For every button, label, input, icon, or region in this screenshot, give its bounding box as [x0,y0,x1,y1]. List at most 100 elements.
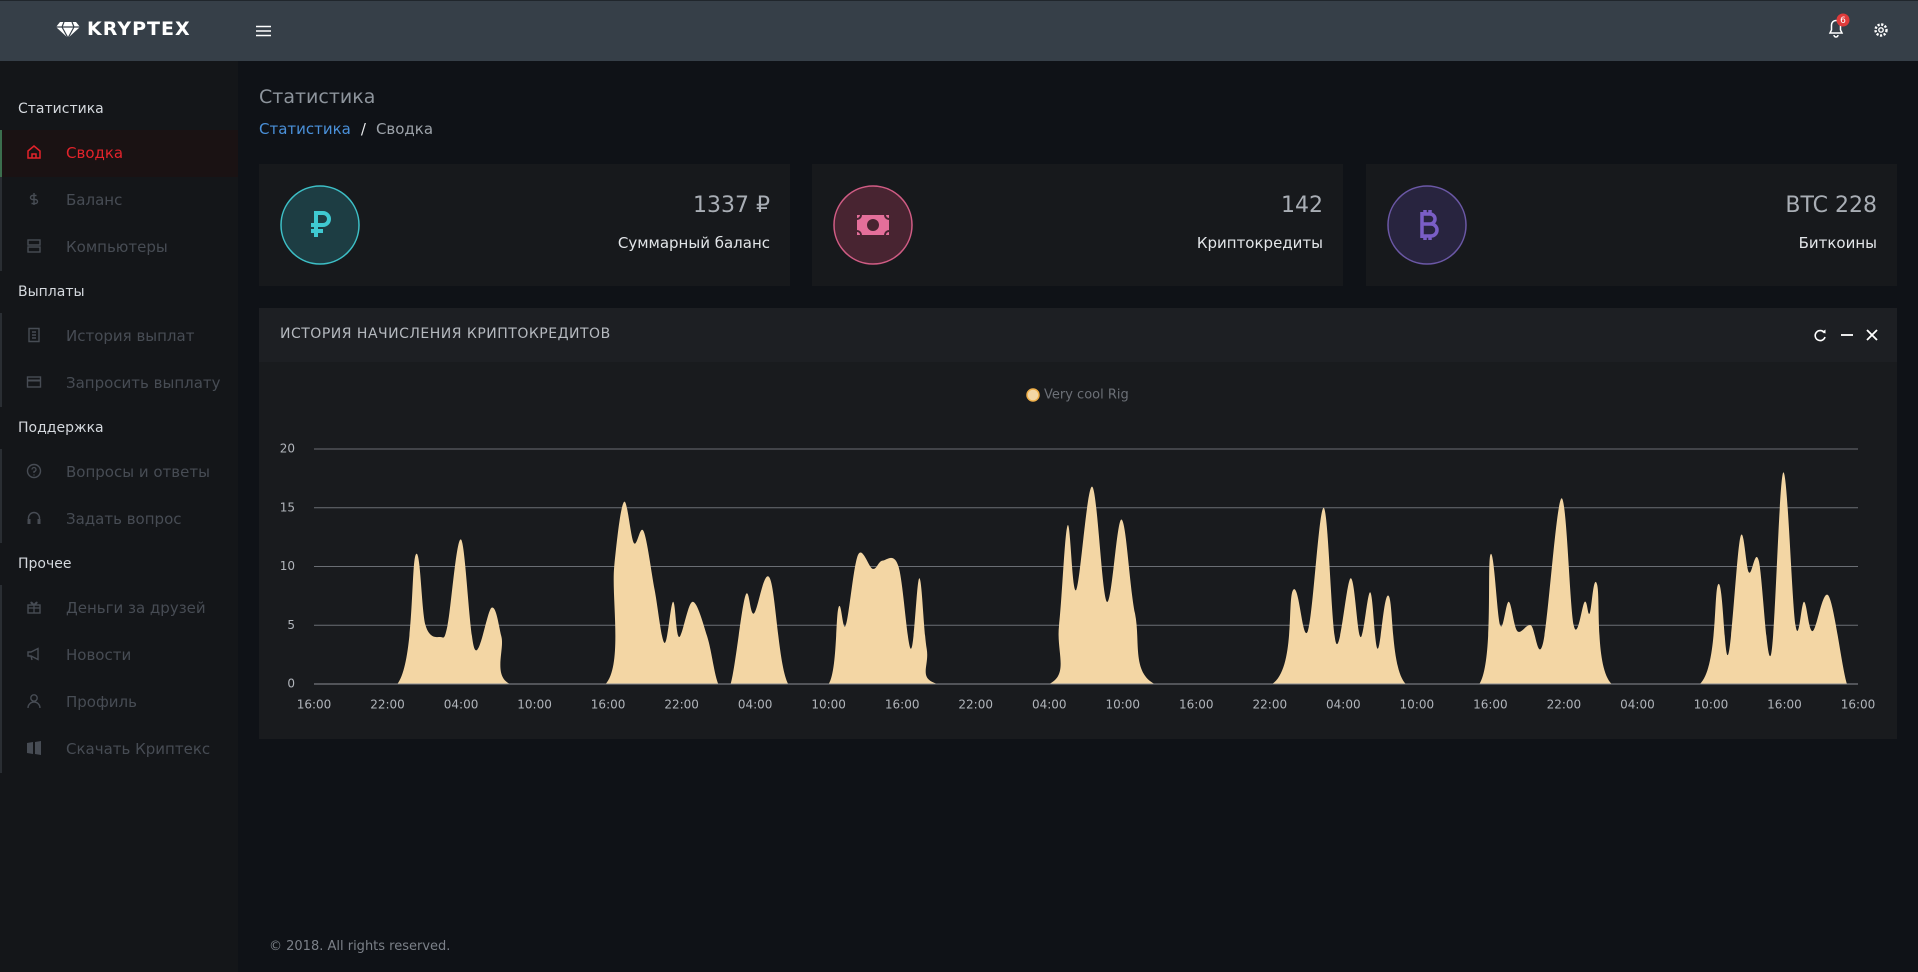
x-tick-label: 04:00 [1326,698,1361,712]
page-title: Статистика [259,86,376,108]
nav-item[interactable]: Запросить выплату [0,360,238,407]
chart: 0 5 10 15 20 16:00 22:00 04:00 10:00 16:00 22:00 04… [280,388,1876,712]
x-tick-label: 22:00 [958,698,993,712]
nav-label: Вопросы и ответы [66,463,210,481]
stat-card: BTC 228 Биткоины [1366,164,1897,286]
top-bar: KRYPTEX 6 [0,0,1918,61]
nav-label: Запросить выплату [66,374,221,392]
card-value: 1337 ₽ [693,193,770,218]
panel-title: ИСТОРИЯ НАЧИСЛЕНИЯ КРИПТОКРЕДИТОВ [280,326,611,342]
nav-item[interactable]: Скачать Криптекс [0,726,238,773]
nav-label: Баланс [66,191,123,209]
nav-icon [27,694,41,709]
nav-item[interactable]: Профиль [0,679,238,726]
settings[interactable] [1872,21,1890,39]
x-tick-label: 16:00 [591,698,626,712]
menu-toggle[interactable] [256,25,271,37]
nav-icon [27,511,41,524]
nav-label: Новости [66,646,132,664]
nav-icon [29,193,39,205]
chart-panel: ИСТОРИЯ НАЧИСЛЕНИЯ КРИПТОКРЕДИТОВ 0 5 10 15… [259,308,1897,739]
x-tick-label: 22:00 [664,698,699,712]
x-tick-label: 10:00 [1400,698,1435,712]
y-tick-label: 15 [280,500,295,514]
breadcrumbs: Статистика / Сводка [259,120,433,138]
nav-item[interactable]: Компьютеры [0,224,238,271]
footer: © 2018. All rights reserved. [269,939,451,954]
breadcrumb-separator: / [360,120,366,138]
notification-count: 6 [1840,16,1846,26]
x-tick-label: 16:00 [1841,698,1876,712]
nav-label: Компьютеры [66,238,168,256]
nav-icon [27,239,41,253]
y-tick-label: 0 [287,677,295,691]
nav-label: Профиль [66,693,137,711]
nav-label: Деньги за друзей [66,599,206,617]
y-tick-label: 5 [287,618,295,632]
nav-item[interactable]: Новости [0,632,238,679]
card-icon [280,185,360,265]
y-tick-label: 10 [280,559,295,573]
nav-icon [26,463,42,479]
notifications[interactable]: 6 [1826,13,1852,41]
x-tick-label: 10:00 [1694,698,1729,712]
card-label: Криптокредиты [1196,234,1323,252]
reload-button[interactable] [1813,328,1827,342]
x-tick-label: 04:00 [1620,698,1655,712]
y-tick-label: 20 [280,442,295,456]
x-tick-label: 16:00 [297,698,332,712]
nav-label: Сводка [66,144,124,162]
card-value: 142 [1281,193,1323,218]
x-tick-label: 16:00 [885,698,920,712]
nav-item[interactable]: Вопросы и ответы [0,449,238,496]
nav-icon [27,145,41,159]
nav-icon [27,647,39,661]
breadcrumb-current: Сводка [375,120,434,138]
x-tick-label: 04:00 [444,698,479,712]
card-icon [1387,185,1467,265]
nav-icon [27,601,41,614]
nav-item[interactable]: История выплат [0,313,238,360]
card-icon [833,185,913,265]
x-tick-label: 04:00 [1032,698,1067,712]
breadcrumb-link[interactable]: Статистика [259,120,351,138]
card-label: Биткоины [1798,234,1877,252]
nav-icon [28,327,40,343]
nav-label: Задать вопрос [66,510,182,528]
x-tick-label: 16:00 [1767,698,1802,712]
legend[interactable]: Very cool Rig [1026,388,1129,403]
nav-heading: Статистика [18,101,104,117]
x-tick-label: 10:00 [1105,698,1140,712]
nav-heading: Поддержка [18,420,104,436]
x-tick-label: 10:00 [811,698,846,712]
nav-item[interactable]: Баланс [0,177,238,224]
card-label: Суммарный баланс [617,234,770,252]
close-button[interactable] [1865,328,1879,342]
nav-item[interactable]: Деньги за друзей [0,585,238,632]
legend-marker [1026,388,1040,402]
stat-card: 142 Криптокредиты [812,164,1343,286]
x-tick-label: 22:00 [1547,698,1582,712]
panel-header: ИСТОРИЯ НАЧИСЛЕНИЯ КРИПТОКРЕДИТОВ [259,308,1897,362]
area [314,472,1858,684]
x-tick-label: 04:00 [738,698,773,712]
x-tick-label: 22:00 [370,698,405,712]
nav-item[interactable]: Сводка [0,130,238,177]
x-tick-label: 10:00 [517,698,552,712]
nav-heading: Прочее [18,556,72,572]
card-value: BTC 228 [1785,193,1877,218]
legend-label: Very cool Rig [1044,388,1129,403]
nav-item[interactable]: Задать вопрос [0,496,238,543]
logo-icon [56,21,80,39]
nav-label: Скачать Криптекс [66,740,211,758]
collapse-button[interactable] [1840,328,1854,342]
brand[interactable]: KRYPTEX [87,18,191,40]
stat-card: 1337 ₽ Суммарный баланс [259,164,790,286]
sidebar: Статистика Сводка Баланс Компьютеры Выпл… [0,61,238,972]
x-tick-label: 16:00 [1179,698,1214,712]
x-tick-label: 16:00 [1473,698,1508,712]
nav-icon [27,741,41,755]
nav-label: История выплат [66,327,195,345]
nav-heading: Выплаты [18,284,85,300]
